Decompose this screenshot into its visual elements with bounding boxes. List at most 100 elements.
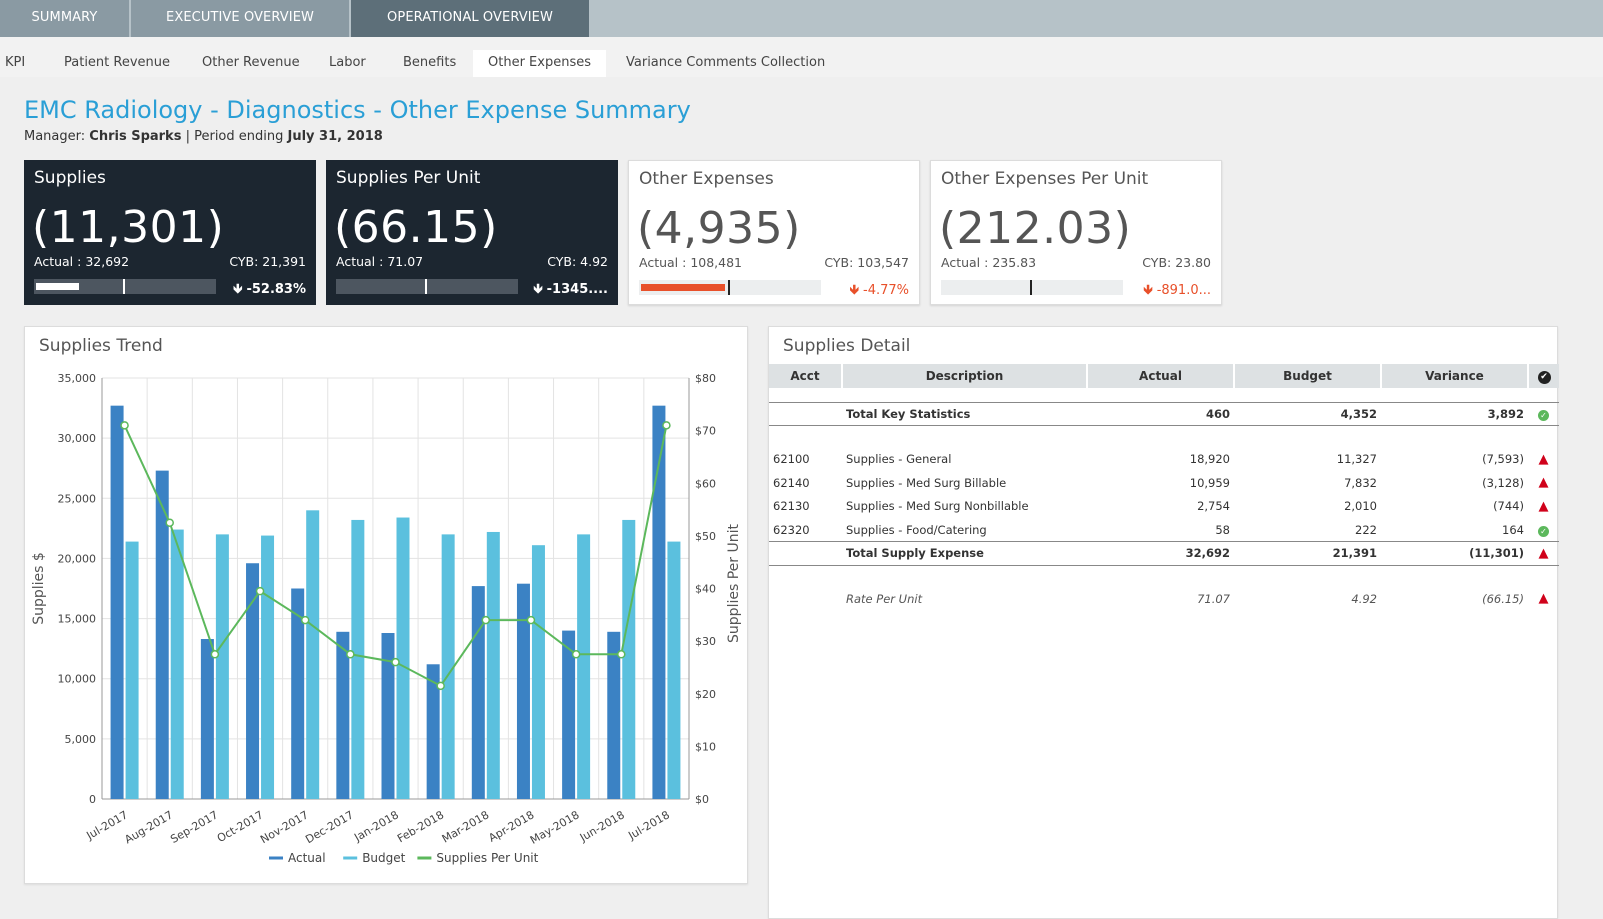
supplies-detail-title: Supplies Detail [783, 336, 911, 356]
y2-tick-label: $70 [695, 425, 716, 438]
point-supplies-per-unit [255, 586, 265, 596]
cell-acct: 62140 [773, 475, 810, 490]
cell-budget: 4.92 [1351, 591, 1377, 606]
bar-actual [155, 470, 169, 799]
bar-budget [125, 541, 139, 799]
kpi-card-supplies[interactable]: Supplies (11,301) Actual : 32,692 CYB: 21,3… [24, 160, 316, 305]
cell-description: Supplies - General [846, 452, 952, 467]
cell-actual: 460 [1087, 401, 1234, 426]
col-variance[interactable]: Variance [1381, 364, 1529, 388]
bar-actual [652, 405, 666, 799]
y-tick-label: 25,000 [58, 492, 97, 505]
cell-acct [769, 401, 842, 426]
kpi-actual: Actual : 235.83 [941, 255, 1037, 270]
legend-label: Actual [288, 851, 326, 865]
cell-status: ▲ [1528, 541, 1559, 566]
subtab-other-expenses[interactable]: Other Expenses [473, 50, 606, 77]
subtab-kpi[interactable]: KPI [5, 55, 26, 70]
supplies-detail-panel: Supplies Detail Acct Description Actual … [768, 326, 1559, 919]
cell-budget: 11,327 [1336, 452, 1377, 467]
cell-status: ✓ [1528, 401, 1559, 426]
col-actual[interactable]: Actual [1087, 364, 1235, 388]
kpi-cyb: CYB: 4.92 [547, 254, 608, 269]
cell-acct [769, 587, 842, 611]
cell-description: Rate Per Unit [846, 591, 923, 606]
subtab-other-revenue[interactable]: Other Revenue [202, 55, 300, 70]
spacer-row [769, 426, 1559, 448]
subtab-patient-revenue[interactable]: Patient Revenue [64, 55, 171, 70]
point-supplies-per-unit [346, 650, 355, 659]
warning-icon: ▲ [1538, 475, 1549, 491]
col-description[interactable]: Description [842, 364, 1088, 388]
kpi-variance: 🡻 -4.77% [850, 281, 909, 303]
subtab-labor[interactable]: Labor [329, 55, 366, 70]
cell-acct: 62130 [773, 499, 810, 514]
x-tick-label: Nov-2017 [258, 808, 311, 846]
bar-actual [381, 633, 395, 799]
bar-budget [396, 517, 410, 799]
y-tick-label: 20,000 [58, 552, 97, 565]
kpi-variance: 🡻 -1345.... [533, 280, 608, 302]
kpi-progress-bar [34, 279, 216, 294]
col-acct[interactable]: Acct [769, 364, 843, 388]
point-supplies-per-unit [571, 650, 581, 659]
cell-actual: 58 [1215, 522, 1230, 537]
kpi-variance-value: -4.77% [863, 283, 909, 298]
col-budget[interactable]: Budget [1234, 364, 1382, 388]
y-tick-label: 0 [89, 793, 96, 806]
bar-actual [246, 563, 260, 799]
kpi-cyb: CYB: 103,547 [824, 255, 909, 270]
x-tick-label: Jun-2018 [577, 808, 627, 844]
warning-icon: ▲ [1538, 451, 1549, 467]
y2-tick-label: $0 [695, 793, 709, 806]
col-status[interactable]: ✔ [1528, 364, 1559, 388]
point-supplies-per-unit [481, 615, 491, 625]
kpi-title: Supplies Per Unit [336, 168, 481, 188]
table-row: 62320 Supplies - Food/Catering 58 222 164 ✓ [769, 518, 1559, 542]
cell-variance: 3,892 [1381, 401, 1528, 426]
point-supplies-per-unit [617, 650, 626, 659]
cell-description: Total Supply Expense [842, 541, 1087, 566]
table-row: 62140 Supplies - Med Surg Billable 10,959 7… [769, 471, 1559, 495]
y2-tick-label: $80 [695, 372, 716, 385]
kpi-variance: 🡻 -891.0... [1143, 281, 1211, 303]
bar-budget [531, 545, 545, 799]
tab-operational-overview[interactable]: OPERATIONAL OVERVIEW [351, 0, 589, 37]
kpi-variance-value: -891.0... [1156, 283, 1211, 298]
bar-actual [471, 586, 485, 799]
kpi-card-other-expenses[interactable]: Other Expenses (4,935) Actual : 108,481 CYB… [628, 160, 920, 305]
spacer-cell [769, 388, 1559, 402]
period-date: July 31, 2018 [287, 129, 383, 144]
subtab-variance-comments[interactable]: Variance Comments Collection [626, 55, 826, 70]
page-title: EMC Radiology - Diagnostics - Other Expe… [24, 96, 691, 124]
y-tick-label: 15,000 [58, 613, 97, 626]
kpi-progress-bar [941, 280, 1123, 295]
warning-icon: ▲ [1538, 545, 1549, 561]
tab-summary[interactable]: SUMMARY [0, 0, 129, 37]
cell-actual: 32,692 [1087, 541, 1234, 566]
cell-budget: 4,352 [1234, 401, 1381, 426]
table-row: 62100 Supplies - General 18,920 11,327 (7,59… [769, 448, 1559, 472]
cell-acct: 62100 [773, 452, 810, 467]
cell-status: ▲ [1528, 587, 1559, 611]
point-supplies-per-unit [165, 518, 174, 527]
cell-budget: 21,391 [1234, 541, 1381, 566]
kpi-actual: Actual : 32,692 [34, 254, 130, 269]
x-tick-label: Feb-2018 [395, 808, 446, 845]
subtab-benefits[interactable]: Benefits [403, 55, 457, 70]
kpi-target-marker [728, 280, 730, 295]
legend-label: Budget [362, 851, 405, 865]
table-body: Total Key Statistics 460 4,352 3,892 ✓ 62100 S… [769, 388, 1559, 611]
bar-actual [200, 639, 214, 799]
x-tick-label: Sep-2017 [168, 808, 220, 846]
tab-executive-overview[interactable]: EXECUTIVE OVERVIEW [131, 0, 349, 37]
y-tick-label: 30,000 [58, 432, 97, 445]
kpi-card-supplies-per-unit[interactable]: Supplies Per Unit (66.15) Actual : 71.07 CY… [326, 160, 618, 305]
kpi-title: Supplies [34, 168, 106, 188]
y-tick-label: 35,000 [58, 372, 97, 385]
bar-budget [261, 535, 275, 799]
kpi-card-other-expenses-per-unit[interactable]: Other Expenses Per Unit (212.03) Actual : … [930, 160, 1222, 305]
bar-budget [351, 519, 365, 799]
x-tick-label: May-2018 [528, 808, 582, 847]
point-supplies-per-unit [436, 681, 445, 691]
